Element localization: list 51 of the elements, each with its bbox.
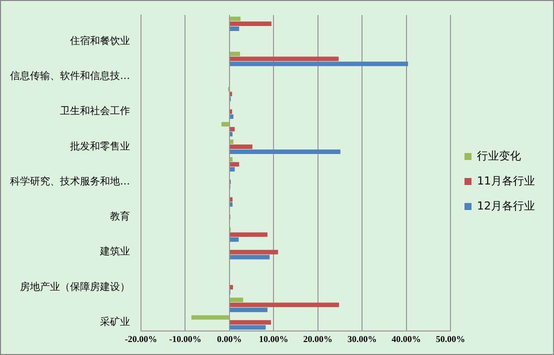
x-tick-label: 50.00%	[436, 334, 466, 344]
bar	[230, 237, 239, 242]
y-tick-label: 采矿业	[100, 316, 130, 328]
bar	[230, 167, 235, 172]
bar	[221, 122, 229, 126]
y-tick-label: 建筑业	[99, 246, 130, 258]
bar	[230, 62, 408, 66]
bar	[230, 52, 240, 56]
bar	[230, 16, 240, 22]
bar	[230, 250, 278, 254]
y-tick-label: 住宿和餐饮业	[70, 34, 130, 47]
x-tick-label: 10.00%	[259, 334, 288, 344]
bar	[191, 315, 229, 320]
bar	[230, 320, 271, 325]
bar	[230, 140, 234, 144]
x-tick-label: 0.00%	[217, 334, 242, 344]
x-tick-label: -20.00%	[124, 334, 158, 344]
y-tick-label: 教育	[110, 210, 130, 223]
bar	[230, 132, 233, 136]
y-tick-label: 信息传输、软件和信息技…	[10, 70, 130, 82]
bar	[230, 285, 233, 290]
y-tick-label: 批发和零售业	[70, 140, 130, 152]
bar	[230, 144, 252, 149]
legend-label: 11月各行业	[477, 174, 536, 188]
bar	[230, 109, 232, 114]
x-tick-label: 30.00%	[347, 334, 377, 344]
y-tick-label: 房地产业（保障房建设）	[20, 280, 130, 293]
x-tick-label: 20.00%	[303, 334, 332, 344]
bar	[230, 149, 340, 154]
bar	[230, 302, 340, 308]
bar	[230, 92, 232, 96]
y-tick-label: 卫生和社会工作	[60, 105, 130, 118]
bar	[230, 325, 266, 330]
x-tick-label: -10.00%	[169, 334, 202, 344]
bar	[230, 26, 240, 31]
bar	[230, 298, 244, 302]
bar	[230, 157, 233, 162]
bar	[230, 308, 268, 312]
bar	[230, 232, 268, 237]
bar	[230, 202, 233, 207]
legend-label: 行业变化	[477, 149, 522, 162]
bar	[230, 197, 233, 202]
bar	[230, 22, 272, 26]
bar	[230, 114, 234, 119]
bar	[230, 254, 270, 260]
bar	[230, 126, 235, 132]
bar	[230, 56, 339, 62]
x-tick-label: 40.00%	[392, 334, 421, 344]
y-tick-label: 科学研究、技术服务和地…	[10, 175, 130, 188]
legend-label: 12月各行业	[477, 199, 536, 212]
bar	[230, 162, 240, 167]
